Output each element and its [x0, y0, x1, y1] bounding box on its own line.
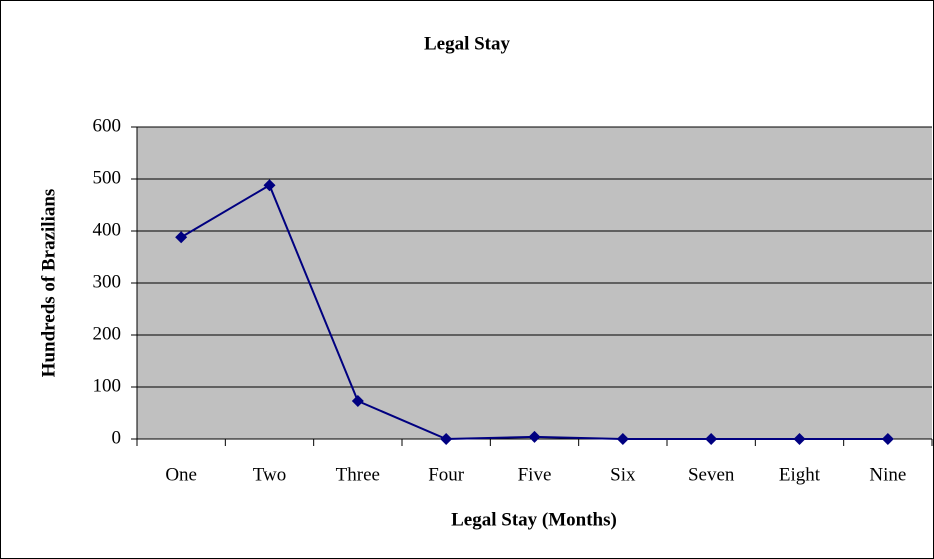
y-axis-label: Hundreds of Brazilians	[38, 189, 59, 378]
x-tick-label: Six	[610, 464, 636, 485]
x-tick-label: Eight	[779, 464, 821, 485]
x-tick-label: Five	[518, 464, 552, 485]
marker	[793, 433, 806, 445]
marker	[175, 231, 188, 244]
y-tick-label: 0	[112, 427, 122, 448]
y-tick-label: 300	[93, 271, 122, 292]
x-axis-label: Legal Stay (Months)	[451, 509, 617, 530]
marker	[705, 433, 718, 445]
y-tick-label: 500	[93, 167, 122, 188]
y-tick-label: 200	[93, 323, 122, 344]
y-tick-label: 600	[93, 115, 122, 136]
x-tick-label: Four	[428, 464, 465, 485]
y-tick-label: 400	[93, 219, 122, 240]
marker	[263, 179, 276, 192]
x-tick-label: Seven	[688, 464, 735, 485]
marker	[351, 395, 364, 408]
x-tick-label: Two	[253, 464, 287, 485]
chart-title: Legal Stay	[424, 33, 511, 54]
x-tick-label: Three	[336, 464, 380, 485]
marker	[440, 433, 453, 445]
x-tick-label: One	[165, 464, 197, 485]
marker	[881, 433, 894, 445]
marker	[528, 430, 541, 443]
x-tick-label: Nine	[869, 464, 906, 485]
y-tick-label: 100	[93, 375, 122, 396]
marker	[616, 433, 629, 445]
